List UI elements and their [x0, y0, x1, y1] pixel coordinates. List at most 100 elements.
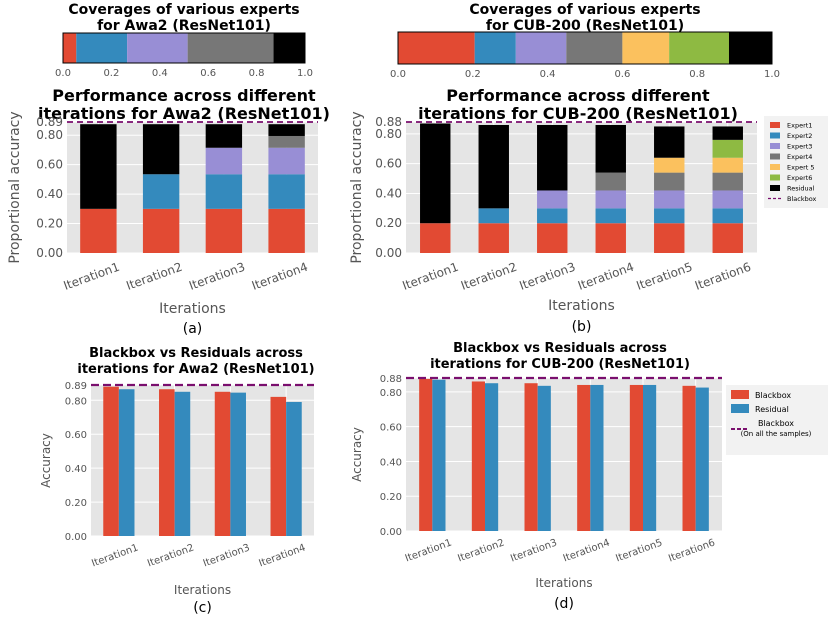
bb-cub-ytick-label: 0.60 — [380, 423, 402, 434]
bb-cub-bar-blackbox — [577, 384, 591, 531]
bb-awa2-xtick-label: Iteration4 — [258, 542, 308, 569]
bb-cub-bar-residual — [537, 385, 551, 531]
bb-awa2-bar-blackbox — [270, 396, 287, 536]
cov-awa2-tick-label: 0.6 — [200, 68, 216, 79]
bb-cub-legend-label: Blackbox — [755, 391, 791, 400]
bb-cub-xtick-label: Iteration4 — [562, 537, 612, 564]
perf-cub-bar-expert1 — [712, 223, 743, 253]
perf-cub-bar-expert3 — [595, 190, 626, 209]
perf-awa2-bar-expert1 — [268, 208, 305, 253]
cov-cub-segment-residual — [728, 32, 772, 64]
bb-awa2-bar-residual — [118, 389, 135, 536]
perf-cub-title-line: Performance across different — [446, 86, 710, 105]
bb-awa2-caption: (c) — [193, 600, 212, 616]
perf-cub-bar-residual — [478, 124, 509, 209]
perf-cub-bar-expert4 — [654, 172, 685, 191]
bb-awa2-xtick-label: Iteration2 — [146, 542, 196, 569]
perf-awa2-bar-expert2 — [142, 174, 180, 209]
bb-cub-bar-residual — [643, 384, 657, 531]
bb-cub-bar-blackbox — [629, 384, 643, 531]
perf-cub-bar-expert2 — [595, 208, 626, 224]
cov-awa2-tick-label: 0.8 — [249, 68, 265, 79]
perf-awa2-ytick-label: 0.00 — [36, 246, 63, 260]
perf-cub-legend-swatch-expert2 — [770, 132, 780, 139]
perf-cub-legend-label: Blackbox — [787, 195, 816, 203]
perf-cub-bar-expert1 — [478, 223, 509, 253]
cov-awa2-tick-label: 1.0 — [297, 68, 313, 79]
cov-cub-segment-expert5 — [622, 32, 670, 64]
bb-cub-bar-blackbox — [682, 385, 696, 531]
perf-awa2-bar-residual — [142, 124, 180, 175]
perf-cub-bar-expert1 — [595, 223, 626, 253]
perf-cub-ytick-label: 0.80 — [375, 127, 402, 141]
cov-awa2-segment-expert2 — [76, 33, 128, 63]
perf-awa2-bar-expert2 — [205, 174, 243, 209]
perf-cub-bar-expert2 — [478, 208, 509, 224]
cov-awa2-segment-expert3 — [127, 33, 188, 63]
bb-awa2-ytick-label: 0.40 — [65, 464, 87, 475]
perf-cub-legend-swatch-expert1 — [770, 122, 780, 128]
perf-cub-legend-box — [764, 116, 828, 208]
cov-awa2-tick-label: 0.0 — [55, 68, 71, 79]
bb-cub-legend-label: (On all the samples) — [741, 430, 812, 438]
perf-awa2-bar-expert3 — [268, 147, 305, 175]
cov-cub-tick-label: 0.4 — [540, 69, 556, 80]
perf-awa2-caption: (a) — [183, 321, 203, 337]
bb-cub-ytick-label: 0.40 — [380, 457, 402, 468]
bb-awa2-title-line: iterations for Awa2 (ResNet101) — [77, 362, 314, 377]
bb-cub-xtick-label: Iteration6 — [667, 537, 717, 564]
bb-awa2-ytick-label: 0.20 — [65, 498, 87, 509]
bb-cub-xtick-label: Iteration2 — [456, 537, 506, 564]
bb-cub-title-line: Blackbox vs Residuals across — [453, 341, 667, 356]
perf-awa2-xtick-label: Iteration4 — [250, 260, 310, 293]
cov-cub-segment-expert1 — [398, 32, 475, 64]
bb-awa2-bar-residual — [230, 392, 246, 536]
perf-cub-legend-swatch-expert3 — [770, 143, 780, 149]
perf-cub-xtick-label: Iteration3 — [517, 260, 577, 293]
cov-awa2-tick-label: 0.4 — [152, 68, 168, 79]
bb-awa2-xtick-label: Iteration3 — [202, 542, 252, 569]
bb-cub-bar-blackbox — [524, 383, 538, 531]
bb-cub-legend-label: Blackbox — [758, 419, 794, 428]
cov-cub-tick-label: 0.6 — [614, 69, 630, 80]
bb-cub-bar-blackbox — [471, 381, 485, 531]
perf-awa2-bar-residual — [268, 124, 305, 136]
perf-awa2-ytick-label: 0.89 — [36, 115, 63, 129]
bb-cub-bar-residual — [695, 387, 709, 531]
bb-cub-xtick-label: Iteration5 — [614, 537, 664, 564]
bb-cub-title-line: iterations for CUB-200 (ResNet101) — [430, 357, 690, 372]
bb-awa2-bar-blackbox — [214, 391, 231, 536]
cov-cub-segment-expert6 — [669, 32, 729, 64]
perf-cub-bar-expert6 — [712, 139, 743, 158]
bb-cub-bar-residual — [432, 379, 446, 531]
perf-cub-bar-residual — [537, 124, 568, 191]
perf-cub-bar-expert2 — [537, 208, 568, 224]
bb-cub-bar-residual — [485, 383, 499, 531]
perf-awa2-ytick-label: 0.40 — [36, 187, 63, 201]
bb-awa2-bar-residual — [286, 401, 302, 536]
perf-cub-title-line: iterations for CUB-200 (ResNet101) — [418, 104, 738, 123]
cov-awa2-segment-expert4 — [187, 33, 274, 63]
cov-cub-segment-expert3 — [515, 32, 567, 64]
perf-cub-ylabel: Proportional accuracy — [349, 111, 365, 263]
bb-cub-plot-area — [406, 378, 722, 531]
perf-awa2-bar-expert4 — [268, 135, 305, 148]
perf-awa2-xtick-label: Iteration2 — [124, 260, 184, 293]
bb-awa2-ytick-label: 0.00 — [65, 532, 87, 543]
cov-awa2-tick-label: 0.2 — [103, 68, 119, 79]
perf-cub-legend-swatch-residual — [770, 185, 780, 191]
bb-awa2-xtick-label: Iteration1 — [90, 542, 140, 569]
perf-cub-legend-label: Expert4 — [787, 153, 812, 161]
perf-awa2-bar-residual — [205, 124, 243, 148]
perf-awa2-xtick-label: Iteration1 — [62, 260, 122, 293]
bb-awa2-ylabel: Accuracy — [39, 433, 53, 488]
cov-cub-title-line: Coverages of various experts — [469, 2, 700, 18]
bb-cub-bar-residual — [590, 384, 604, 531]
perf-cub-bar-expert3 — [537, 190, 568, 209]
bb-awa2-bar-blackbox — [159, 389, 175, 536]
perf-cub-bar-expert1 — [654, 223, 685, 253]
perf-cub-xtick-label: Iteration5 — [634, 260, 694, 293]
perf-cub-bar-expert3 — [712, 190, 743, 209]
perf-cub-legend-label: Expert2 — [787, 132, 812, 140]
bb-cub-xlabel: Iterations — [535, 576, 592, 590]
